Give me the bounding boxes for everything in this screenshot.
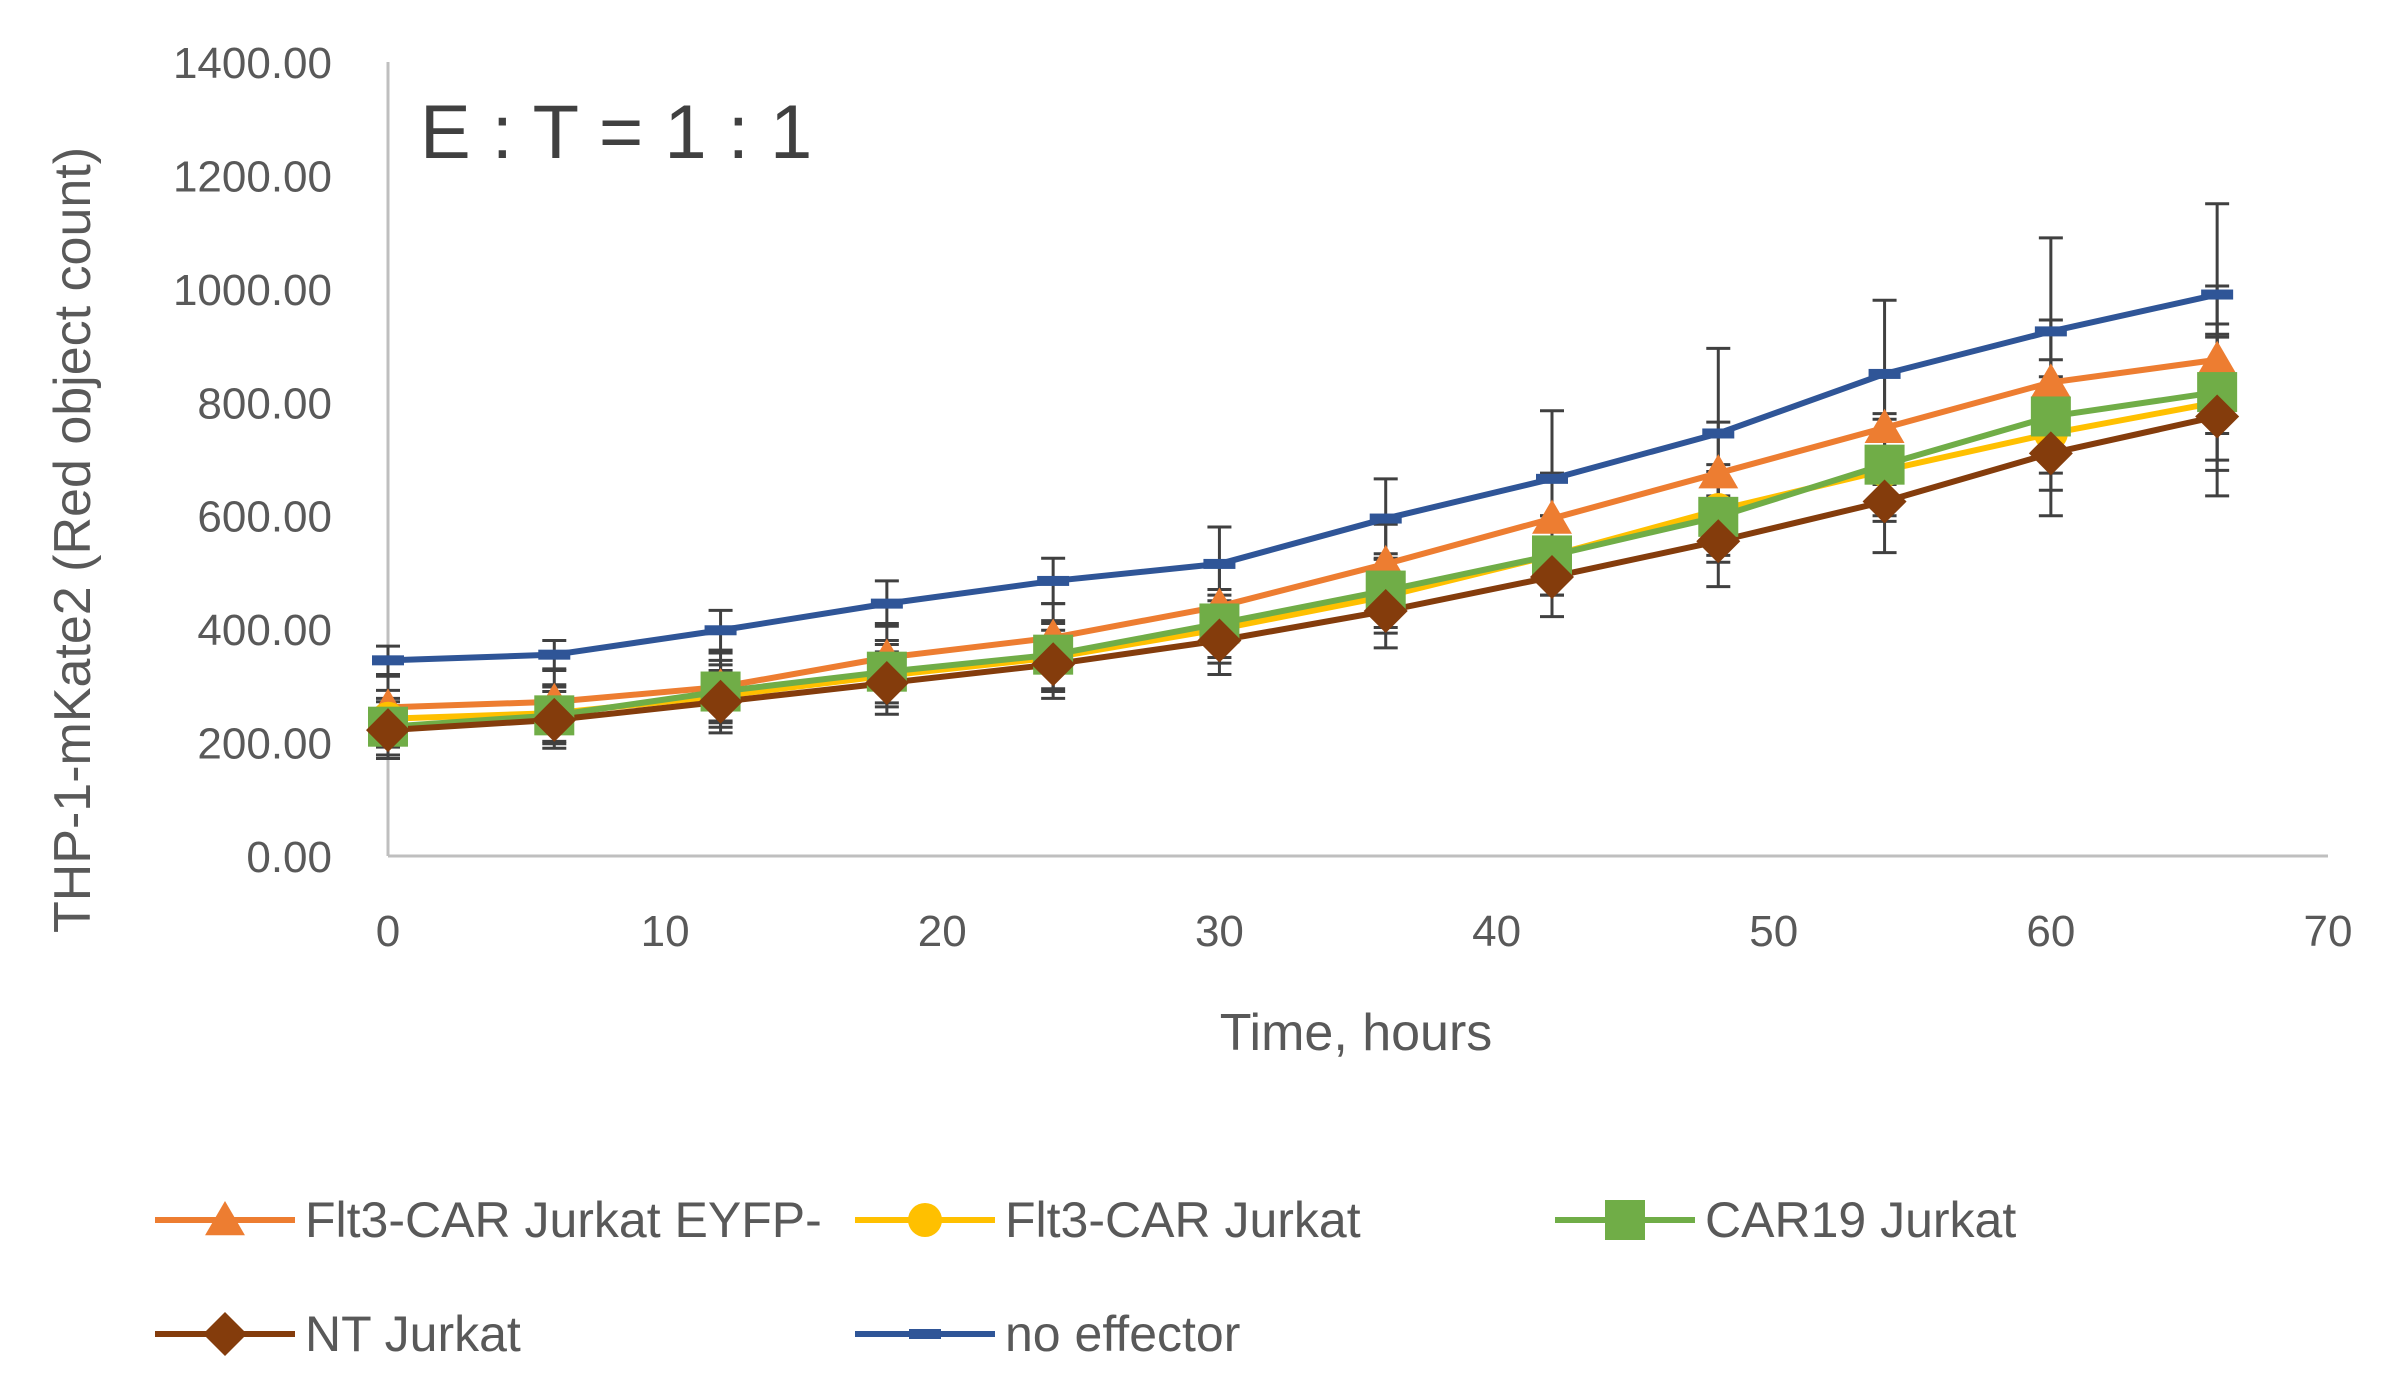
series-markers [366,289,2240,753]
y-tick-label: 200.00 [197,720,332,769]
x-tick-label: 30 [1195,907,1244,956]
y-tick-label: 1000.00 [173,266,332,315]
legend: Flt3-CAR Jurkat EYFP- Flt3-CAR Jurkat CAR1… [155,1192,2016,1362]
data-point [1698,454,1739,489]
data-point [538,649,571,660]
data-point [2201,289,2234,300]
y-tick-label: 800.00 [197,379,332,428]
data-point [1197,618,1242,663]
x-tick-label: 0 [376,907,400,956]
data-point [2197,340,2238,375]
legend-label: no effector [1005,1306,1240,1362]
y-tick-label: 1400.00 [173,39,332,88]
legend-label: Flt3-CAR Jurkat EYFP- [305,1192,822,1248]
data-point [1369,513,1402,524]
legend-item: no effector [855,1306,1240,1362]
y-tick-label: 400.00 [197,606,332,655]
data-point [2028,431,2073,476]
data-point [532,697,577,742]
series-lines [387,291,2218,734]
x-tick-label: 10 [641,907,690,956]
x-tick-label: 20 [918,907,967,956]
legend-item: NT Jurkat [155,1306,521,1362]
series-line [387,389,2218,730]
y-tick-label: 0.00 [246,833,332,882]
data-point [698,679,743,724]
x-tick-labels: 0 10 20 30 40 50 60 70 [376,907,2353,956]
x-axis-title: Time, hours [1220,1004,1493,1062]
legend-item: Flt3-CAR Jurkat EYFP- [155,1192,822,1248]
data-point [864,661,909,706]
x-tick-label: 70 [2304,907,2353,956]
y-tick-label: 1200.00 [173,152,332,201]
data-point [1037,575,1070,586]
data-point [2030,363,2071,398]
data-point [1868,368,1901,379]
data-point [870,598,903,609]
data-point [1864,408,1905,444]
series-line [387,399,2218,722]
data-point [2195,394,2240,439]
data-point [1031,642,1076,687]
data-point [1532,499,1572,534]
legend-label: CAR19 Jurkat [1705,1192,2016,1248]
series-line [387,291,2218,664]
chart-annotation: E : T = 1 : 1 [420,90,812,175]
data-point [1363,588,1408,633]
data-point [1530,554,1574,599]
legend-label: Flt3-CAR Jurkat [1005,1192,1361,1248]
x-tick-label: 60 [2026,907,2075,956]
data-point [1365,544,1406,580]
y-axis-title: THP-1-mKate2 (Red object count) [44,147,102,933]
y-tick-labels: 0.00 200.00 400.00 600.00 800.00 1000.00 1200.… [173,39,332,882]
data-point [1702,428,1735,439]
data-point [1696,519,1741,564]
legend-item: Flt3-CAR Jurkat [855,1192,1361,1248]
data-point [1203,558,1236,569]
data-point [2030,396,2071,437]
x-tick-label: 50 [1749,907,1798,956]
series-line [387,356,2218,711]
x-tick-label: 40 [1472,907,1521,956]
data-point [372,655,404,666]
data-point [704,625,737,636]
data-point [1862,479,1907,524]
legend-label: NT Jurkat [305,1306,521,1362]
data-point [366,708,410,753]
data-point [1536,473,1568,484]
y-tick-label: 600.00 [197,493,332,542]
legend-item: CAR19 Jurkat [1555,1192,2016,1248]
data-point [1864,444,1905,485]
series-line [387,413,2218,734]
data-point [2034,326,2067,337]
